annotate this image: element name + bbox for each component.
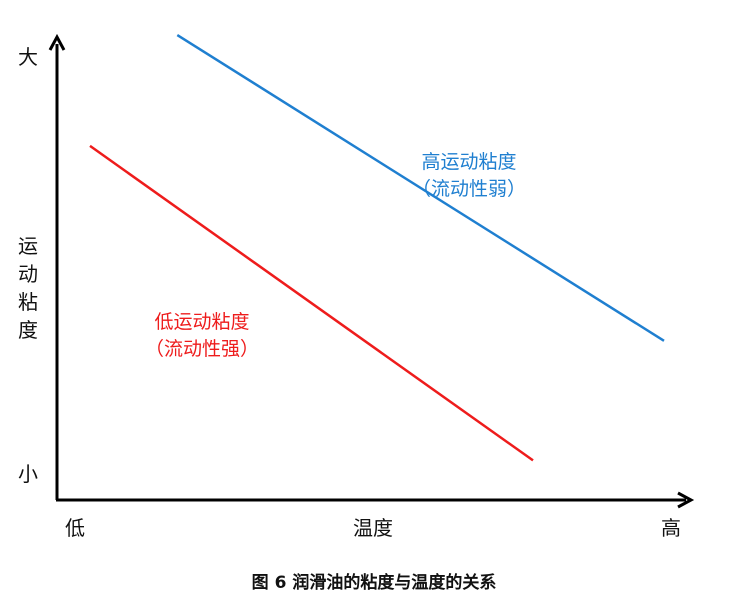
- series-label-2-line-2: （流动性强）: [145, 338, 259, 360]
- x-axis-title: 温度: [353, 516, 393, 540]
- figure-caption: 图 6 润滑油的粘度与温度的关系: [251, 573, 497, 593]
- axes: [48, 33, 695, 509]
- y-axis-title-char-1: 运: [18, 234, 38, 258]
- x-tick-min: 低: [65, 516, 85, 540]
- x-axis-arrow: [677, 491, 695, 509]
- y-axis-title-char-3: 粘: [18, 290, 38, 314]
- x-tick-max: 高: [661, 516, 681, 540]
- y-axis-title-char-4: 度: [18, 318, 38, 342]
- y-axis-title: 运动粘度: [16, 232, 40, 344]
- series-label-1-line-2: （流动性弱）: [412, 178, 526, 200]
- y-tick-max: 大: [18, 45, 38, 69]
- series-label-2-line-1: 低运动粘度: [154, 311, 249, 333]
- series-label-1-line-1: 高运动粘度: [421, 151, 516, 173]
- series-line-1: [176, 34, 665, 342]
- y-axis-title-char-2: 动: [18, 262, 38, 286]
- labels: 大 小 低 温度 高: [18, 45, 681, 540]
- series-line-2: [89, 144, 534, 462]
- y-axis-arrow: [48, 33, 66, 51]
- y-tick-min: 小: [18, 462, 38, 486]
- series-layer: 高运动粘度 （流动性弱） 低运动粘度 （流动性强）: [89, 34, 665, 462]
